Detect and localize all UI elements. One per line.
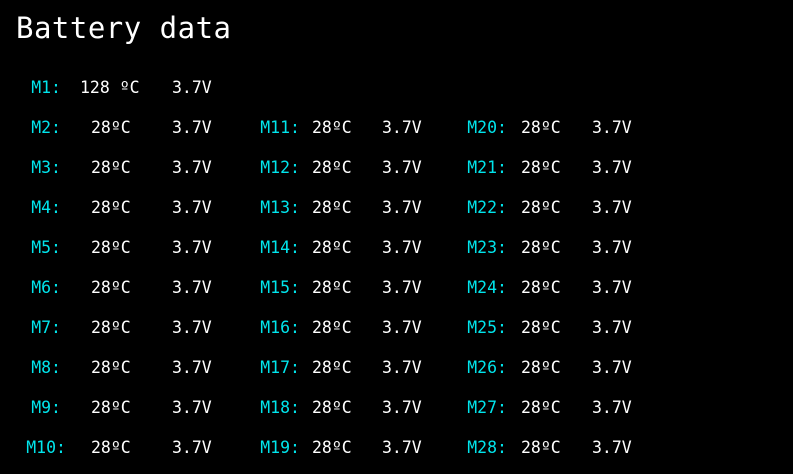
module-voltage: 3.7V (382, 358, 422, 377)
module-voltage: 3.7V (592, 398, 632, 417)
module-label: M27: (467, 398, 507, 417)
module-label: M16: (260, 318, 300, 337)
module-label: M7: (31, 318, 61, 337)
module-label: M13: (260, 198, 300, 217)
module-voltage: 3.7V (172, 118, 212, 137)
module-temperature: 28ºC (312, 318, 352, 337)
module-voltage: 3.7V (172, 78, 212, 97)
module-temperature: 28ºC (521, 118, 561, 137)
module-temperature: 28ºC (521, 278, 561, 297)
module-temperature: 28ºC (312, 438, 352, 457)
module-voltage: 3.7V (382, 238, 422, 257)
module-temperature: 28ºC (91, 318, 131, 337)
module-label: M9: (31, 398, 61, 417)
module-temperature: 28ºC (91, 158, 131, 177)
module-voltage: 3.7V (172, 358, 212, 377)
module-voltage: 3.7V (382, 118, 422, 137)
module-voltage: 3.7V (172, 158, 212, 177)
module-voltage: 3.7V (172, 238, 212, 257)
module-label: M26: (467, 358, 507, 377)
module-voltage: 3.7V (172, 278, 212, 297)
module-temperature: 28ºC (312, 198, 352, 217)
module-row: M6: 28ºC 3.7V M15: 28ºC 3.7V M24: 28ºC 3… (0, 273, 793, 303)
module-label: M11: (260, 118, 300, 137)
module-voltage: 3.7V (172, 318, 212, 337)
module-temperature: 28ºC (521, 318, 561, 337)
module-label: M25: (467, 318, 507, 337)
module-temperature: 128 ºC (80, 78, 140, 97)
module-voltage: 3.7V (592, 158, 632, 177)
module-temperature: 28ºC (91, 398, 131, 417)
module-label: M1: (31, 78, 61, 97)
module-row: M10: 28ºC 3.7V M19: 28ºC 3.7V M28: 28ºC … (0, 433, 793, 463)
module-voltage: 3.7V (382, 398, 422, 417)
module-temperature: 28ºC (91, 278, 131, 297)
module-temperature: 28ºC (521, 238, 561, 257)
module-temperature: 28ºC (521, 438, 561, 457)
module-voltage: 3.7V (382, 438, 422, 457)
module-temperature: 28ºC (312, 398, 352, 417)
module-temperature: 28ºC (521, 158, 561, 177)
module-row: M8: 28ºC 3.7V M17: 28ºC 3.7V M26: 28ºC 3… (0, 353, 793, 383)
module-temperature: 28ºC (91, 118, 131, 137)
module-temperature: 28ºC (312, 238, 352, 257)
module-label: M17: (260, 358, 300, 377)
module-label: M21: (467, 158, 507, 177)
module-row: M5: 28ºC 3.7V M14: 28ºC 3.7V M23: 28ºC 3… (0, 233, 793, 263)
module-label: M28: (467, 438, 507, 457)
module-voltage: 3.7V (382, 318, 422, 337)
module-voltage: 3.7V (172, 398, 212, 417)
module-voltage: 3.7V (592, 278, 632, 297)
module-temperature: 28ºC (91, 238, 131, 257)
module-temperature: 28ºC (91, 198, 131, 217)
page-title: Battery data (16, 11, 232, 45)
module-temperature: 28ºC (312, 118, 352, 137)
module-row: M4: 28ºC 3.7V M13: 28ºC 3.7V M22: 28ºC 3… (0, 193, 793, 223)
module-label: M3: (31, 158, 61, 177)
module-voltage: 3.7V (592, 198, 632, 217)
module-voltage: 3.7V (172, 198, 212, 217)
module-row: M2: 28ºC 3.7V M11: 28ºC 3.7V M20: 28ºC 3… (0, 113, 793, 143)
module-temperature: 28ºC (521, 198, 561, 217)
module-voltage: 3.7V (382, 278, 422, 297)
module-label: M10: (26, 438, 66, 457)
module-label: M5: (31, 238, 61, 257)
module-label: M8: (31, 358, 61, 377)
module-temperature: 28ºC (312, 358, 352, 377)
module-row: M3: 28ºC 3.7V M12: 28ºC 3.7V M21: 28ºC 3… (0, 153, 793, 183)
module-row: M7: 28ºC 3.7V M16: 28ºC 3.7V M25: 28ºC 3… (0, 313, 793, 343)
module-label: M6: (31, 278, 61, 297)
module-row: M9: 28ºC 3.7V M18: 28ºC 3.7V M27: 28ºC 3… (0, 393, 793, 423)
module-temperature: 28ºC (91, 438, 131, 457)
module-voltage: 3.7V (592, 358, 632, 377)
module-voltage: 3.7V (382, 198, 422, 217)
module-row: M1: 128 ºC 3.7V (0, 73, 793, 103)
module-temperature: 28ºC (521, 398, 561, 417)
module-temperature: 28ºC (521, 358, 561, 377)
module-voltage: 3.7V (592, 318, 632, 337)
module-label: M14: (260, 238, 300, 257)
module-label: M20: (467, 118, 507, 137)
module-label: M22: (467, 198, 507, 217)
module-voltage: 3.7V (592, 438, 632, 457)
module-voltage: 3.7V (592, 238, 632, 257)
module-voltage: 3.7V (172, 438, 212, 457)
module-label: M15: (260, 278, 300, 297)
module-label: M12: (260, 158, 300, 177)
module-voltage: 3.7V (592, 118, 632, 137)
module-label: M23: (467, 238, 507, 257)
module-temperature: 28ºC (312, 158, 352, 177)
module-temperature: 28ºC (91, 358, 131, 377)
module-label: M19: (260, 438, 300, 457)
module-label: M2: (31, 118, 61, 137)
module-label: M18: (260, 398, 300, 417)
module-label: M24: (467, 278, 507, 297)
module-label: M4: (31, 198, 61, 217)
module-voltage: 3.7V (382, 158, 422, 177)
module-temperature: 28ºC (312, 278, 352, 297)
